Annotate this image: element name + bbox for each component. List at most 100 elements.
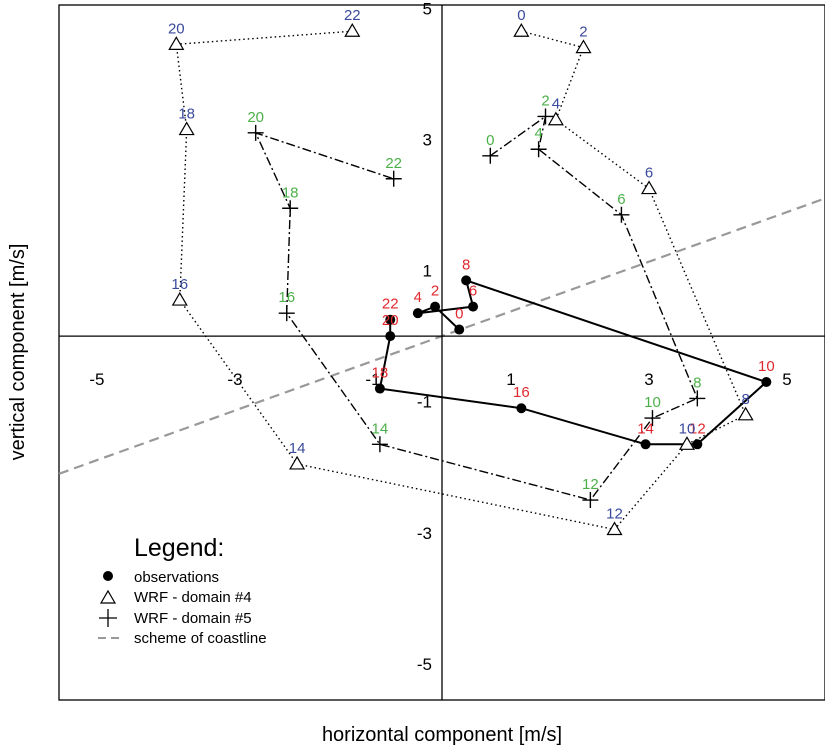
domain4-point <box>575 39 592 54</box>
legend: Legend: observations WRF - domain #4 WRF… <box>98 534 267 647</box>
domain4-point <box>513 23 530 37</box>
tick-labels: -5 -3 -1 1 3 5 -5 -3 -1 1 3 5 <box>89 0 791 674</box>
x-tick-label: -5 <box>89 370 104 389</box>
y-tick-label: 1 <box>423 262 432 281</box>
legend-domain4-label: WRF - domain #4 <box>134 589 252 606</box>
domain4-point <box>737 406 754 421</box>
domain5-point <box>689 390 706 407</box>
point-label: 14 <box>372 420 389 437</box>
y-tick-label: 3 <box>423 130 432 149</box>
domain5-point <box>530 141 547 158</box>
point-label: 6 <box>469 283 477 300</box>
observation-point <box>640 439 651 450</box>
x-tick-label: 5 <box>782 370 791 389</box>
point-label: 20 <box>382 312 399 329</box>
observation-point <box>412 308 423 319</box>
y-tick-label: -1 <box>417 393 432 412</box>
point-label: 16 <box>278 289 295 306</box>
point-label: 14 <box>637 420 654 437</box>
point-label: 22 <box>385 155 402 172</box>
domain4-point <box>606 521 623 536</box>
domain4-point <box>640 180 658 195</box>
point-label: 10 <box>758 358 775 375</box>
observation-point <box>454 324 465 335</box>
legend-domain5-label: WRF - domain #5 <box>134 610 252 627</box>
point-label: 4 <box>552 96 560 113</box>
point-label: 10 <box>644 394 661 411</box>
point-label: 22 <box>344 7 361 24</box>
y-axis-title: vertical component [m/s] <box>7 244 29 461</box>
observation-point <box>374 383 385 394</box>
point-label: 12 <box>606 506 623 523</box>
point-label: 20 <box>168 20 185 37</box>
point-label: 2 <box>541 92 549 109</box>
point-label: 2 <box>579 24 587 41</box>
y-tick-label: -3 <box>417 524 432 543</box>
series-line-2 <box>254 114 699 501</box>
domain5-point <box>385 170 402 187</box>
y-tick-label: 5 <box>423 0 432 18</box>
point-label: 12 <box>582 476 599 493</box>
domain4-point <box>289 455 306 470</box>
point-labels: 024 6810121416182022024681012141618202202… <box>168 7 775 522</box>
observation-point <box>761 377 772 388</box>
domain4-point <box>171 291 188 306</box>
domain4-point <box>678 436 696 450</box>
x-tick-label: 3 <box>644 370 653 389</box>
domain5-point <box>613 206 630 223</box>
origin-axes <box>59 5 825 700</box>
observation-point <box>516 403 527 414</box>
legend-title: Legend: <box>134 534 224 562</box>
point-label: 16 <box>513 384 530 401</box>
series-layer <box>168 23 772 536</box>
domain5-point <box>644 410 661 427</box>
domain4-point <box>547 111 564 126</box>
observation-point <box>692 439 703 450</box>
series-line-1 <box>175 30 747 531</box>
observation-point <box>468 301 479 312</box>
domain4-point <box>168 36 185 50</box>
domain5-point <box>482 147 499 164</box>
x-tick-label: 1 <box>506 370 515 389</box>
point-label: 0 <box>517 7 525 24</box>
legend-domain5-marker <box>99 609 117 627</box>
domain5-point <box>247 124 264 141</box>
domain4-point <box>344 23 361 37</box>
point-label: 18 <box>282 184 299 201</box>
legend-coastline-label: scheme of coastline <box>134 630 267 647</box>
point-label: 12 <box>689 420 706 437</box>
point-label: 4 <box>534 125 542 142</box>
legend-observations-marker <box>103 571 113 581</box>
x-axis-title: horizontal component [m/s] <box>322 724 562 746</box>
x-tick-label: -3 <box>227 370 242 389</box>
domain5-point <box>282 200 299 217</box>
point-label: 0 <box>486 132 494 149</box>
observation-point <box>385 314 396 325</box>
observation-point <box>461 275 472 286</box>
domain5-point <box>537 108 554 125</box>
x-tick-label: -1 <box>365 370 380 389</box>
legend-domain4-marker <box>99 589 117 604</box>
point-label: 8 <box>741 391 749 408</box>
observation-point <box>430 301 441 312</box>
point-label: 14 <box>289 440 306 457</box>
point-label: 4 <box>414 289 422 306</box>
domain5-point <box>371 436 388 453</box>
point-label: 6 <box>617 191 625 208</box>
point-label: 18 <box>178 106 195 123</box>
point-label: 2 <box>431 283 439 300</box>
point-label: 10 <box>679 420 696 437</box>
point-label: 18 <box>372 365 389 382</box>
legend-observations-label: observations <box>134 569 219 586</box>
domain5-point <box>278 305 295 322</box>
point-label: 6 <box>645 165 653 182</box>
point-label: 8 <box>693 374 701 391</box>
point-label: 0 <box>455 306 463 323</box>
point-label: 22 <box>382 296 399 313</box>
y-tick-label: -5 <box>417 655 432 674</box>
point-label: 16 <box>171 276 188 293</box>
observation-point <box>385 331 396 342</box>
point-label: 20 <box>247 109 264 126</box>
domain5-point <box>582 492 599 509</box>
